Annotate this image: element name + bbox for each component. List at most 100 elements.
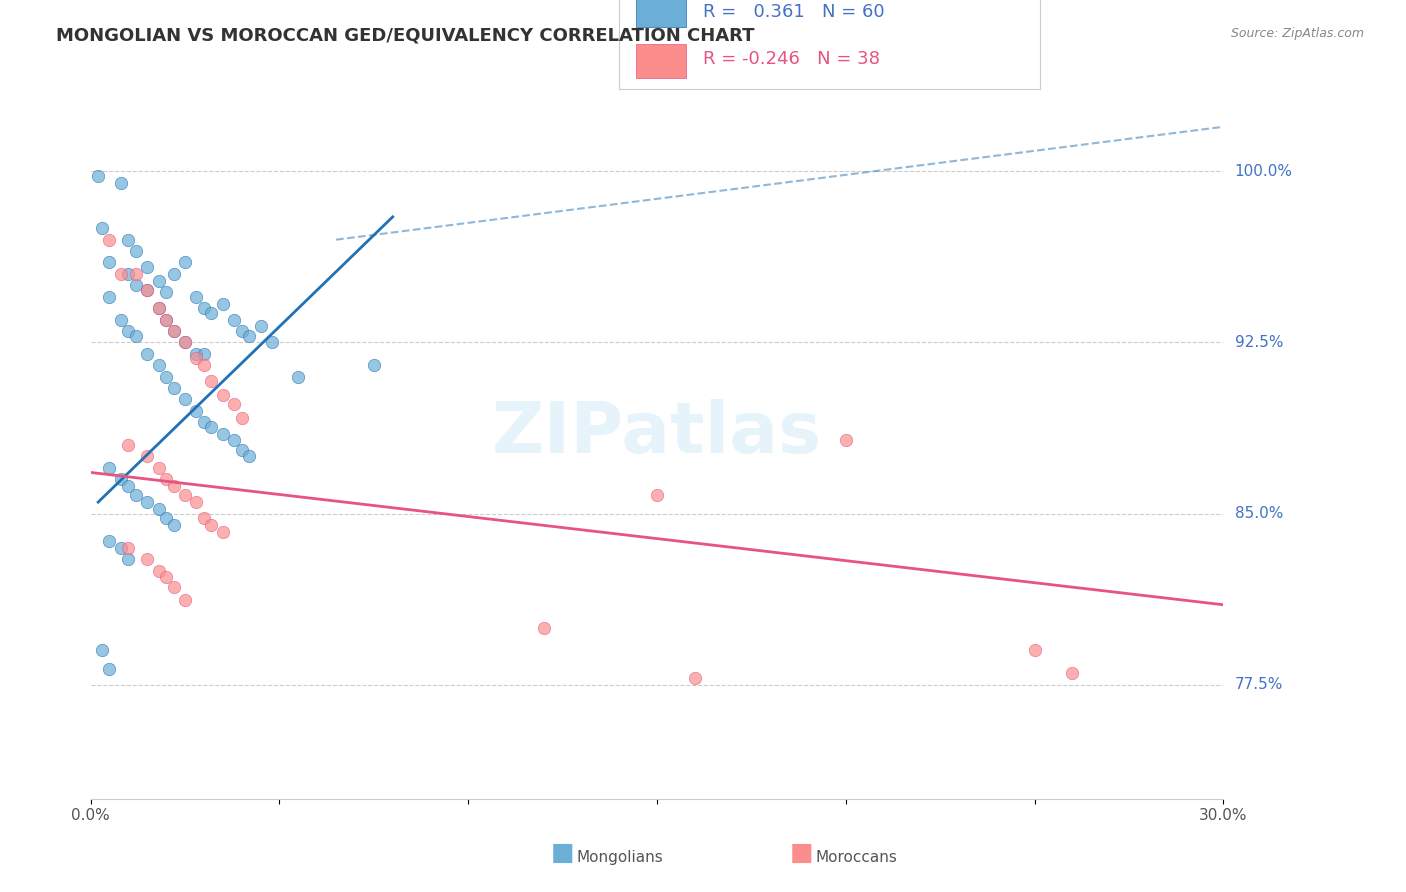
Point	[200, 306, 222, 320]
Point	[148, 564, 170, 578]
Point	[117, 233, 139, 247]
Point	[98, 461, 121, 475]
Point	[260, 335, 283, 350]
Text: 85.0%: 85.0%	[1234, 506, 1282, 521]
Point	[91, 643, 114, 657]
Point	[125, 267, 148, 281]
Point	[174, 335, 197, 350]
Text: ZIPatlas: ZIPatlas	[492, 399, 823, 468]
Point	[136, 347, 159, 361]
Point	[136, 283, 159, 297]
Point	[87, 169, 110, 183]
Point	[155, 369, 177, 384]
Text: 77.5%: 77.5%	[1234, 677, 1282, 692]
Point	[186, 495, 208, 509]
Point	[117, 479, 139, 493]
Point	[148, 274, 170, 288]
Point	[91, 221, 114, 235]
Point	[163, 324, 186, 338]
Point	[231, 410, 253, 425]
Point	[110, 472, 132, 486]
Point	[148, 502, 170, 516]
Point	[174, 488, 197, 502]
Point	[110, 267, 132, 281]
Point	[186, 290, 208, 304]
Point	[98, 255, 121, 269]
Text: Moroccans: Moroccans	[815, 850, 897, 865]
Text: Mongolians: Mongolians	[576, 850, 664, 865]
Point	[163, 479, 186, 493]
Point	[211, 296, 233, 310]
Text: ■: ■	[551, 841, 574, 865]
Point	[193, 301, 215, 315]
Point	[155, 472, 177, 486]
Text: ■: ■	[790, 841, 813, 865]
Point	[163, 517, 186, 532]
Point	[136, 283, 159, 297]
Point	[249, 319, 271, 334]
Bar	[636, 45, 686, 78]
Point	[125, 488, 148, 502]
Point	[98, 662, 121, 676]
Point	[155, 312, 177, 326]
Point	[186, 351, 208, 366]
Point	[193, 347, 215, 361]
Point	[211, 524, 233, 539]
Point	[117, 541, 139, 555]
Point	[186, 347, 208, 361]
Point	[155, 570, 177, 584]
Text: 92.5%: 92.5%	[1234, 334, 1284, 350]
Point	[1024, 643, 1046, 657]
Point	[193, 415, 215, 429]
Point	[533, 621, 555, 635]
Point	[98, 233, 121, 247]
Point	[238, 450, 260, 464]
Point	[136, 260, 159, 274]
Point	[1062, 666, 1084, 681]
Point	[200, 419, 222, 434]
Point	[110, 176, 132, 190]
Point	[287, 369, 309, 384]
Point	[125, 328, 148, 343]
Point	[224, 434, 246, 448]
Point	[193, 511, 215, 525]
Point	[117, 267, 139, 281]
Point	[224, 397, 246, 411]
Point	[835, 434, 858, 448]
Point	[174, 335, 197, 350]
Text: MONGOLIAN VS MOROCCAN GED/EQUIVALENCY CORRELATION CHART: MONGOLIAN VS MOROCCAN GED/EQUIVALENCY CO…	[56, 27, 755, 45]
Point	[155, 312, 177, 326]
Text: R =   0.361   N = 60: R = 0.361 N = 60	[703, 4, 884, 21]
Point	[186, 404, 208, 418]
Point	[231, 442, 253, 457]
Point	[125, 278, 148, 293]
Point	[136, 495, 159, 509]
Point	[200, 517, 222, 532]
Point	[645, 488, 668, 502]
Bar	[636, 0, 686, 27]
Point	[174, 593, 197, 607]
Point	[148, 301, 170, 315]
Point	[224, 312, 246, 326]
Point	[155, 285, 177, 300]
Point	[174, 255, 197, 269]
Point	[155, 511, 177, 525]
Point	[117, 438, 139, 452]
Point	[98, 533, 121, 548]
Point	[163, 580, 186, 594]
Text: Source: ZipAtlas.com: Source: ZipAtlas.com	[1230, 27, 1364, 40]
Point	[363, 358, 385, 372]
Point	[98, 290, 121, 304]
Point	[231, 324, 253, 338]
Point	[110, 312, 132, 326]
Point	[117, 324, 139, 338]
Point	[238, 328, 260, 343]
Point	[211, 426, 233, 441]
Point	[211, 388, 233, 402]
Point	[110, 541, 132, 555]
Text: 100.0%: 100.0%	[1234, 164, 1292, 178]
Point	[148, 301, 170, 315]
Point	[174, 392, 197, 407]
Point	[117, 552, 139, 566]
Point	[148, 358, 170, 372]
